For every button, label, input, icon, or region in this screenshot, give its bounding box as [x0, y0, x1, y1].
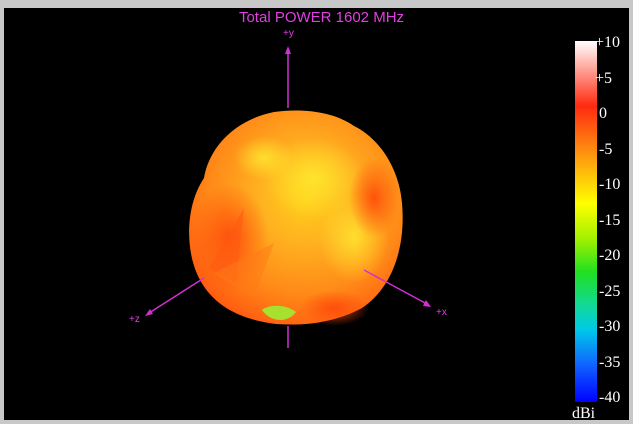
surface-facet: [214, 243, 274, 298]
x-axis-arrow: [423, 300, 431, 307]
x-axis-label: +x: [436, 307, 447, 318]
color-scale-tick: -30: [599, 318, 621, 335]
color-scale-tick: +10: [595, 34, 621, 51]
color-scale-tick: -5: [599, 140, 613, 158]
z-axis-line: [148, 277, 205, 314]
z-axis-label: +z: [129, 314, 140, 325]
color-scale-bar: [575, 41, 597, 402]
z-axis-arrow: [145, 309, 153, 316]
color-scale-tick: 0: [599, 105, 607, 122]
color-scale-tick: -10: [599, 176, 621, 193]
color-scale-unit: dBi: [572, 405, 596, 421]
x-axis-line: [363, 269, 428, 305]
color-scale-tick: -40: [599, 389, 621, 406]
plot-title: Total POWER 1602 MHz: [238, 9, 405, 26]
y-axis-arrow: [285, 46, 291, 54]
plot-viewport[interactable]: Total POWER 1602 MHz: [4, 8, 629, 420]
color-scale-tick: +5: [595, 69, 613, 87]
surface-highlight: [234, 136, 294, 180]
color-scale-tick: -20: [599, 247, 621, 264]
surface-shade: [349, 158, 399, 238]
color-scale-tick: -35: [599, 353, 621, 371]
surface-shade: [299, 290, 369, 326]
surface-low-gain-patch: [262, 305, 296, 320]
color-scale-tick: -15: [599, 211, 621, 229]
radiation-pattern-svg: +y +z +x: [129, 28, 447, 348]
y-axis-label: +y: [283, 28, 294, 39]
color-scale-tick: -25: [599, 282, 621, 300]
